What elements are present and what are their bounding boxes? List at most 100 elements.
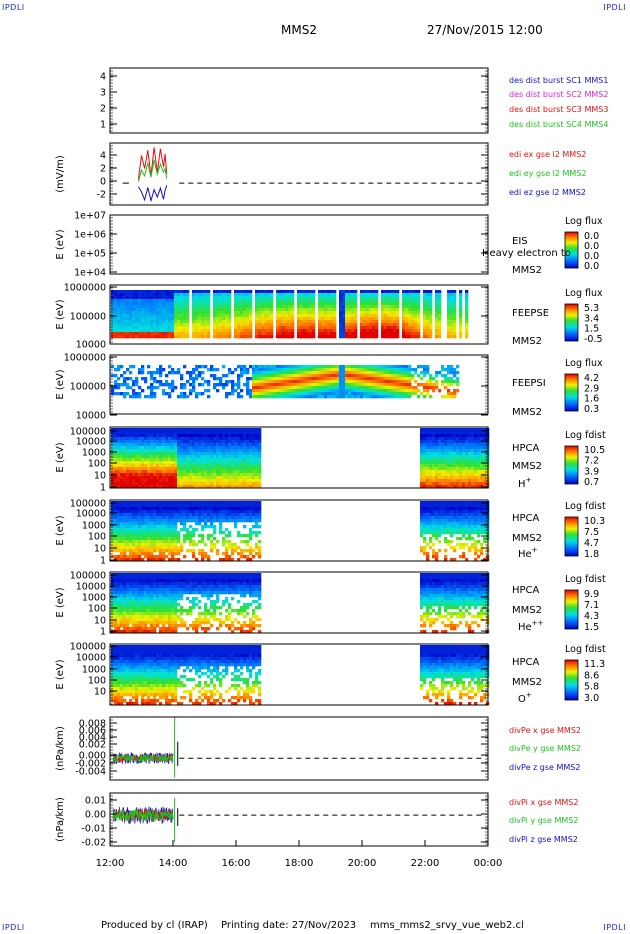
panel-frame-divpi [109,792,489,847]
y-tick-label: 1000 [82,448,106,459]
timeseries-divpi [112,797,484,843]
y-tick-label: -0.01 [81,824,106,835]
y-tick-label: 100000 [70,427,106,438]
colorbar [564,303,579,342]
colorbar-tick-label: 4.7 [584,538,599,549]
legend-entry: divPi z gse MMS2 [509,835,578,844]
colorbar-tick-label: 3.0 [584,693,599,704]
panel-frame-feepse [109,284,489,345]
footer-filename: mms_mms2_srvy_vue_web2.cl [370,920,524,931]
colorbar-tick-label: 0.0 [584,251,599,262]
colorbar-tick-label: 2.9 [584,383,599,394]
legend-entry: edi ey gse l2 MMS2 [509,169,587,178]
corner-label-br: IPDLI [603,923,626,932]
colorbar-tick-label: 7.5 [584,527,599,538]
colorbar-tick-label: 1.6 [584,394,599,405]
spacecraft-label: MMS2 [512,605,542,616]
y-tick-label: 0.002 [79,740,106,751]
instrument-label: FEEPSI [512,378,546,389]
legend-entry: divPe z gse MMS2 [509,763,580,772]
y-tick-label: 1000 [82,521,106,532]
y-tick-label: 3 [100,88,106,99]
x-tick-label: 18:00 [285,858,314,869]
colorbar-tick-label: 0.0 [584,261,599,272]
colorbar-tick-label: 9.9 [584,589,599,600]
y-tick-label: 1e+06 [74,230,106,241]
y-tick-label: 2 [100,164,106,175]
panel-frame-burst [109,67,489,134]
y-axis-label: (nPa/km) [55,726,66,771]
y-tick-label: 2 [100,104,106,115]
spacecraft-label: MMS2 [512,677,542,688]
y-tick-label: 0.006 [79,726,106,737]
instrument-label: HPCA [512,657,540,668]
colorbar [564,589,579,630]
instrument-label: HPCA [512,513,540,524]
colorbar-title: Log fdist [565,501,606,512]
y-tick-label: 10000 [76,582,106,593]
series-line [112,753,174,763]
footer-produced: Produced by cl (IRAP) [101,920,208,931]
y-tick-label: 10000 [76,509,106,520]
y-tick-label: 10 [94,471,106,482]
y-axis-label: E (eV) [55,587,66,617]
ion-species-label: H+ [518,476,532,490]
y-tick-label: 10 [94,687,106,698]
colorbar-tick-label: 10.5 [584,445,605,456]
x-tick-label: 14:00 [159,858,188,869]
y-tick-label: 1000000 [64,353,106,364]
datetime-title: 27/Nov/2015 12:00 [427,23,543,37]
y-tick-label: -0.002 [75,759,106,770]
y-tick-label: -2 [97,190,106,201]
colorbar-tick-label: 5.8 [584,682,599,693]
ion-species-label: He++ [518,619,544,633]
corner-label-tl: IPDLI [2,3,25,12]
colorbar-title: Log fdist [565,574,606,585]
series-line [137,185,168,203]
y-axis-label: E (eV) [55,299,66,329]
y-tick-label: 10000 [76,340,106,351]
y-tick-label: 0 [100,177,106,188]
y-tick-label: 100 [88,459,106,470]
colorbar-tick-label: 1.8 [584,549,599,560]
y-axis-label: (nPa/km) [55,797,66,842]
instrument-label: FEEPSE [512,308,549,319]
colorbar-tick-label: 0.0 [584,241,599,252]
y-tick-label: 0.000 [79,751,106,762]
spectrogram-hpca-o [111,645,490,706]
y-tick-label: 1000 [82,665,106,676]
instrument-label: HPCA [512,443,540,454]
y-tick-label: 1 [100,556,106,567]
footer-printing-date: Printing date: 27/Nov/2023 [221,920,357,931]
panel-frame-feepsi [109,354,489,415]
x-tick-label: 20:00 [348,858,377,869]
colorbar-tick-label: 7.1 [584,600,599,611]
colorbar [564,373,579,412]
y-axis-label: E (eV) [55,515,66,545]
colorbar-tick-label: 11.3 [584,659,605,670]
y-tick-label: 0.008 [79,719,106,730]
legend-entry: edi ex gse l2 MMS2 [509,150,586,159]
colorbar-tick-label: 8.6 [584,670,599,681]
legend-entry: des dist burst SC2 MMS2 [509,90,608,99]
y-tick-label: 100 [88,532,106,543]
y-tick-label: 10 [94,616,106,627]
colorbar-tick-label: 0.3 [584,404,599,415]
y-tick-label: 0.01 [85,796,106,807]
spectrogram-hpca-h [111,428,490,489]
y-tick-label: 100000 [70,571,106,582]
spacecraft-label: MMS2 [512,336,542,347]
spectrogram-feepse [111,290,469,339]
colorbar [564,659,579,701]
y-tick-label: 10 [94,544,106,555]
legend-entry: divPi y gse MMS2 [509,816,578,825]
y-axis-label: (mV/m) [55,155,66,193]
y-axis-label: E (eV) [55,442,66,472]
colorbar-tick-label: 5.3 [584,303,599,314]
panel-frame-hpca-h [109,426,489,489]
spacecraft-label: MMS2 [512,533,542,544]
instrument-label: EIS [512,236,528,247]
y-tick-label: 1e+04 [74,268,106,279]
y-tick-label: 1 [100,120,106,131]
